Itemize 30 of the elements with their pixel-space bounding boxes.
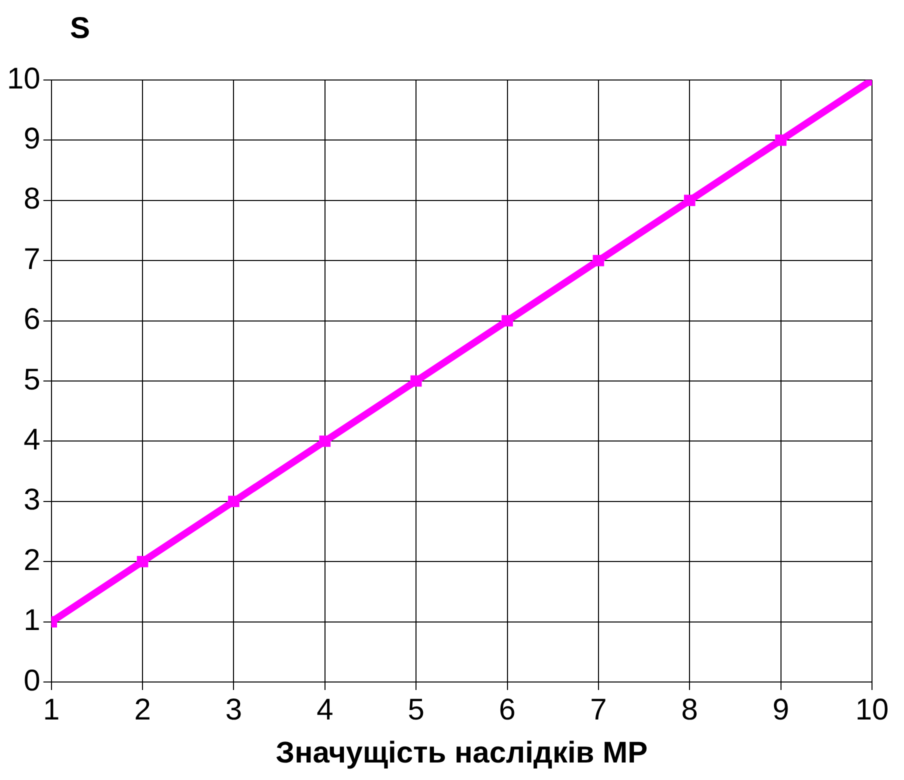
x-tick-label: 2 xyxy=(134,693,151,726)
point xyxy=(228,496,240,508)
x-tick-label: 8 xyxy=(681,693,698,726)
y-axis-title: S xyxy=(70,12,90,46)
y-tick-label: 5 xyxy=(24,363,40,396)
point xyxy=(136,556,148,568)
x-tick-label: 7 xyxy=(590,693,607,726)
point xyxy=(502,315,513,326)
x-axis-title: Значущість наслідків МР xyxy=(276,736,648,770)
y-tick-label: 6 xyxy=(24,303,40,336)
y-tick-label: 1 xyxy=(24,604,40,638)
y-tick-label: 9 xyxy=(24,122,40,156)
y-tick-label: 10 xyxy=(6,62,40,96)
point xyxy=(410,375,422,387)
point xyxy=(592,254,604,266)
point xyxy=(319,436,331,447)
y-tick-label: 8 xyxy=(24,182,40,216)
y-tick-label: 0 xyxy=(24,664,40,698)
point xyxy=(684,194,696,206)
y-tick-label: 4 xyxy=(24,423,40,456)
x-tick-label: 5 xyxy=(408,693,424,726)
x-tick-label: 9 xyxy=(772,693,790,726)
x-tick-label: 10 xyxy=(855,693,889,726)
x-tick-label: 3 xyxy=(225,693,242,726)
x-tick-label: 6 xyxy=(498,693,516,726)
y-tick-label: 2 xyxy=(24,544,40,577)
y-tick-label: 3 xyxy=(24,484,40,517)
y-tick-label: 7 xyxy=(24,242,40,276)
point xyxy=(775,134,786,146)
x-tick-label: 4 xyxy=(316,693,334,726)
